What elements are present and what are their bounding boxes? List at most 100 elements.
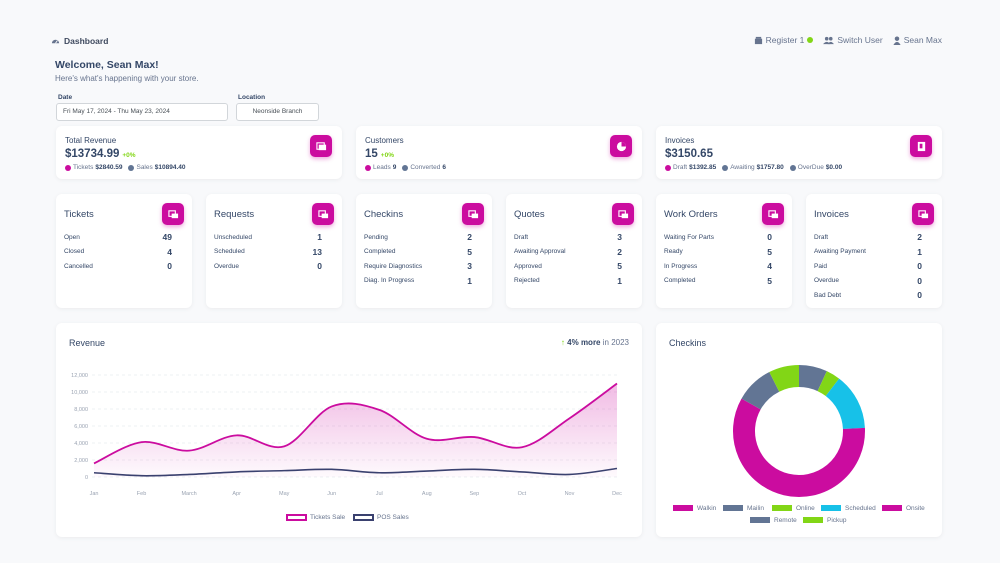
location-select[interactable]: Neonside Branch: [236, 103, 319, 121]
stat-title: Work Orders: [664, 209, 718, 220]
x-tick-label: Aug: [422, 491, 432, 497]
summary-value: 15 +0%: [365, 148, 394, 160]
quote-icon: [612, 203, 634, 225]
y-tick-label: 6,000: [74, 424, 88, 430]
legend-swatch: [803, 517, 823, 523]
x-tick-label: Nov: [565, 491, 575, 497]
legend-swatch: [723, 505, 743, 511]
tickets-sale-line: [93, 382, 618, 465]
checkins-stat-card[interactable]: Checkins Pending 2 Completed 5 Require Dia…: [356, 194, 492, 308]
legend-dot: [665, 164, 671, 171]
summary-breakdown: Draft $1392.85 Awaiting $1757.80 OverDue $0…: [665, 164, 842, 171]
requests-stat-card[interactable]: Requests Unscheduled 1 Scheduled 13 Overdu…: [206, 194, 342, 308]
stat-row: Ready 5: [664, 246, 772, 257]
arrow-up-icon: ↑: [560, 338, 565, 347]
tickets-stat-card[interactable]: Tickets Open 49 Closed 4 Cancelled 0: [56, 194, 192, 308]
x-tick-label: May: [279, 491, 290, 497]
pos-sales-line: [93, 467, 618, 477]
stat-row: Overdue 0: [214, 261, 322, 272]
stat-list: Draft 2 Awaiting Payment 1 Paid 0 Overdue 0 …: [814, 230, 922, 303]
stat-row: Unscheduled 1: [214, 232, 322, 243]
legend-dot: [722, 164, 729, 171]
user-menu[interactable]: Sean Max: [893, 35, 942, 45]
legend-swatch: [750, 517, 770, 523]
stat-title: Checkins: [364, 209, 404, 220]
stat-row: Cancelled 0: [64, 261, 172, 272]
stat-list: Pending 2 Completed 5 Require Diagnostics 3…: [364, 230, 472, 288]
stat-row: Open 49: [64, 232, 172, 243]
summary-title: Total Revenue: [65, 136, 117, 145]
legend-label: Online: [796, 505, 815, 512]
invoice-stat-icon: [912, 203, 934, 225]
legend-label: Remote: [774, 517, 797, 524]
stat-row: Waiting For Parts 0: [664, 232, 772, 243]
y-tick-label: 10,000: [71, 390, 88, 396]
legend-label: Onsite: [906, 505, 925, 512]
legend-swatch: [352, 514, 374, 521]
legend-swatch: [772, 505, 792, 511]
summary-value: $13734.99 +0%: [65, 148, 136, 160]
legend-item-tickets[interactable]: Tickets Sale: [286, 514, 345, 521]
stat-list: Open 49 Closed 4 Cancelled 0: [64, 230, 172, 274]
work-orders-stat-card[interactable]: Work Orders Waiting For Parts 0 Ready 5 In…: [656, 194, 792, 308]
location-label: Location: [238, 94, 266, 101]
stat-title: Requests: [214, 209, 255, 220]
users-icon: [823, 36, 835, 44]
customers-card: Customers 15 +0% Leads 9 Converted 6: [356, 126, 642, 179]
donut-slice-onsite: [733, 398, 865, 497]
invoice-icon: [910, 135, 932, 157]
y-tick-label: 0: [85, 475, 88, 481]
y-tick-label: 4,000: [74, 441, 88, 447]
stat-row: Paid 0: [814, 261, 922, 272]
status-online-dot: [807, 37, 814, 43]
invoices-stat-card[interactable]: Invoices Draft 2 Awaiting Payment 1 Paid 0 …: [806, 194, 942, 308]
tickets-area-fill: [94, 383, 617, 477]
stat-row: Completed 5: [664, 275, 772, 286]
chart-note: ↑ 4% more in 2023: [560, 338, 629, 347]
total-revenue-card: Total Revenue $13734.99 +0% Tickets $2840.…: [56, 126, 342, 179]
summary-breakdown: Tickets $2840.59 Sales $10894.40: [65, 164, 185, 171]
stat-row: Draft 2: [814, 232, 922, 243]
checkins-chart-card: Checkins Walkin Mailin Online Scheduled Onsi…: [656, 323, 942, 537]
donut-slice-remote: [741, 372, 780, 410]
register-link[interactable]: Register 1: [754, 35, 814, 45]
legend-item-pos[interactable]: POS Sales: [352, 514, 409, 521]
invoices-summary-card: Invoices $3150.65 Draft $1392.85 Awaiting…: [656, 126, 942, 179]
stat-list: Waiting For Parts 0 Ready 5 In Progress 4 C…: [664, 230, 772, 288]
legend-label: Scheduled: [845, 505, 876, 512]
page-title: Dashboard: [64, 36, 109, 46]
x-tick-label: Sep: [469, 491, 479, 497]
date-label: Date: [58, 94, 73, 101]
quotes-stat-card[interactable]: Quotes Draft 3 Awaiting Approval 2 Approve…: [506, 194, 642, 308]
summary-value: $3150.65: [665, 148, 713, 160]
donut-slice-online: [817, 371, 840, 397]
switch-user-link[interactable]: Switch User: [823, 35, 883, 45]
legend-swatch: [882, 505, 902, 511]
dashboard-icon: [51, 39, 60, 44]
legend-dot: [402, 164, 409, 171]
x-tick-label: March: [181, 491, 196, 497]
stat-row: Completed 5: [364, 246, 472, 257]
legend-dot: [128, 164, 135, 171]
user-icon: [893, 35, 901, 45]
x-tick-label: Apr: [232, 491, 241, 497]
stat-list: Unscheduled 1 Scheduled 13 Overdue 0: [214, 230, 322, 274]
legend-label: Pickup: [827, 517, 847, 524]
date-range-input[interactable]: Fri May 17, 2024 - Thu May 23, 2024: [56, 103, 228, 121]
revenue-chart-card: Revenue ↑ 4% more in 2023 12,000 10,000 8,…: [56, 323, 642, 537]
stat-row: Scheduled 13: [214, 246, 322, 257]
donut-slice-mailin: [798, 365, 827, 392]
stat-row: Overdue 0: [814, 275, 922, 286]
y-tick-label: 12,000: [71, 373, 88, 379]
summary-title: Customers: [365, 136, 404, 145]
stat-row: Diag. In Progress 1: [364, 275, 472, 286]
work-order-icon: [762, 203, 784, 225]
legend-dot: [365, 164, 371, 171]
summary-title: Invoices: [665, 136, 695, 145]
chart-title: Checkins: [669, 338, 707, 348]
summary-change: +0%: [380, 152, 394, 159]
request-icon: [312, 203, 334, 225]
stat-row: Draft 3: [514, 232, 622, 243]
breadcrumb: Dashboard: [51, 36, 108, 46]
summary-breakdown: Leads 9 Converted 6: [365, 164, 446, 171]
